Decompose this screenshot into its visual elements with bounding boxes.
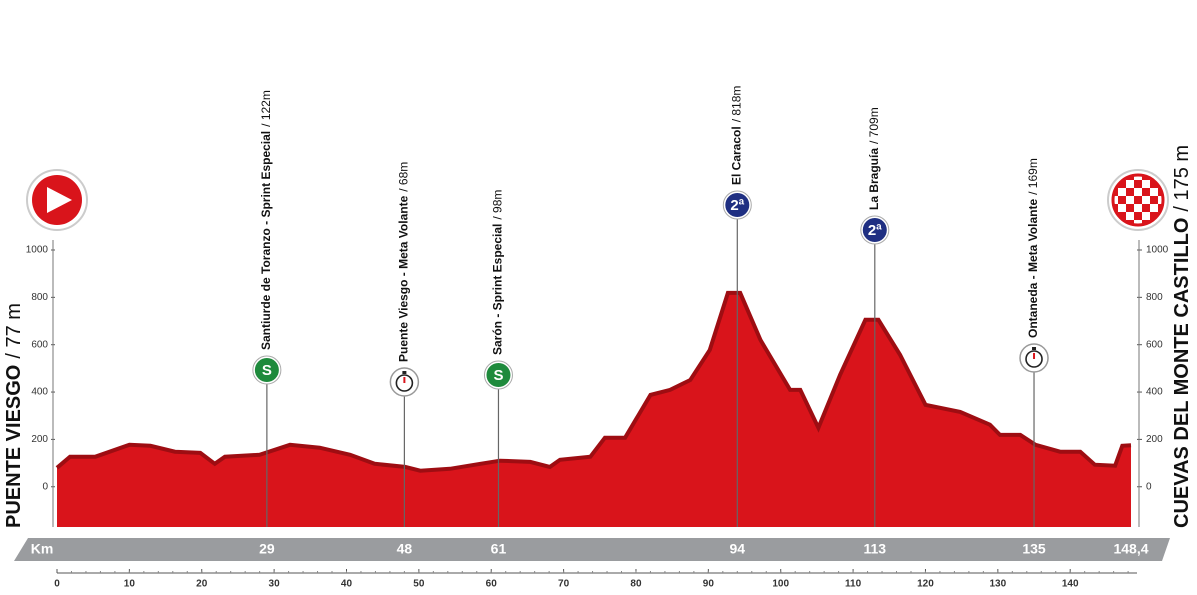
x-tick-label: 30 xyxy=(269,579,281,590)
start-icon xyxy=(26,169,88,231)
x-tick-label: 90 xyxy=(703,579,715,590)
y-tick-label: 800 xyxy=(31,292,48,303)
poi-name: El Caracol xyxy=(729,126,743,185)
finish-elevation: / 175 m xyxy=(1171,145,1193,212)
icon-face xyxy=(862,218,887,242)
poi-label: Sarón - Sprint Especial / 98m xyxy=(491,190,505,355)
x-tick-label: 10 xyxy=(124,579,136,590)
poi-elevation: / 68m xyxy=(397,162,411,192)
y-tick-label: 1000 xyxy=(26,245,49,256)
icon-crown xyxy=(402,371,407,374)
km-bar-label: Km xyxy=(31,541,54,557)
y-tick-label: 0 xyxy=(1146,481,1152,492)
icon-text: 2ª xyxy=(730,197,744,214)
start-name: PUENTE VIESGO xyxy=(3,365,25,528)
y-tick-label: 600 xyxy=(1146,339,1163,350)
poi-name: Ontaneda - Meta Volante xyxy=(1026,199,1040,338)
x-tick-label: 20 xyxy=(196,579,208,590)
poi-name: La Braguía xyxy=(867,148,881,210)
y-tick-label: 1000 xyxy=(1146,245,1169,256)
km-bar-point: 113 xyxy=(864,541,887,557)
poi-label: El Caracol / 818m xyxy=(729,86,743,185)
elevation-area xyxy=(57,292,1131,527)
poi-name: Puente Viesgo - Meta Volante xyxy=(397,195,411,362)
x-tick-label: 40 xyxy=(341,579,353,590)
poi-icon xyxy=(1019,343,1049,373)
poi-label: Santiurde de Toranzo - Sprint Especial / … xyxy=(259,90,273,350)
km-bar-point: 94 xyxy=(730,541,746,557)
poi-name: Santiurde de Toranzo - Sprint Especial xyxy=(259,131,273,350)
x-tick-label: 120 xyxy=(917,579,934,590)
y-tick-label: 400 xyxy=(1146,387,1163,398)
icon-text: 2ª xyxy=(868,222,882,239)
km-bar-point: 48 xyxy=(397,541,413,557)
poi-icon: S xyxy=(252,355,282,385)
icon-face xyxy=(254,358,279,382)
finish-label: CUEVAS DEL MONTE CASTILLO / 175 m xyxy=(1171,145,1193,528)
x-tick-label: 80 xyxy=(630,579,642,590)
x-tick-label: 70 xyxy=(558,579,570,590)
poi-name: Sarón - Sprint Especial xyxy=(491,224,505,355)
y-tick-label: 800 xyxy=(1146,292,1163,303)
poi-label: La Braguía / 709m xyxy=(867,107,881,210)
x-tick-label: 130 xyxy=(989,579,1006,590)
poi-icon xyxy=(389,367,420,397)
icon-crown xyxy=(1032,347,1037,350)
poi-elevation: / 818m xyxy=(729,86,743,123)
poi-icon: 2ª xyxy=(860,215,890,245)
x-tick-label: 140 xyxy=(1062,579,1079,590)
km-bar xyxy=(14,538,1170,561)
km-bar-point: 29 xyxy=(259,541,275,557)
poi-elevation: / 709m xyxy=(867,107,881,144)
poi-label: Ontaneda - Meta Volante / 169m xyxy=(1026,158,1040,338)
y-tick-label: 0 xyxy=(42,481,48,492)
km-bar-point: 61 xyxy=(491,541,507,557)
poi-label: Puente Viesgo - Meta Volante / 68m xyxy=(397,162,411,362)
poi-elevation: / 122m xyxy=(259,90,273,127)
finish-name: CUEVAS DEL MONTE CASTILLO xyxy=(1171,218,1193,528)
icon-text: S xyxy=(262,362,272,379)
poi-elevation: / 98m xyxy=(491,190,505,220)
x-tick-label: 0 xyxy=(54,579,60,590)
y-tick-label: 600 xyxy=(31,339,48,350)
y-tick-label: 200 xyxy=(1146,434,1163,445)
start-label: PUENTE VIESGO / 77 m xyxy=(3,303,25,528)
icon-face xyxy=(725,193,750,217)
x-tick-label: 50 xyxy=(413,579,425,590)
poi-elevation: / 169m xyxy=(1026,158,1040,195)
y-tick-label: 400 xyxy=(31,387,48,398)
poi-icon: 2ª xyxy=(722,190,752,220)
y-tick-label: 200 xyxy=(31,434,48,445)
x-tick-label: 100 xyxy=(772,579,789,590)
elevation-edge xyxy=(55,290,1132,473)
x-tick-label: 60 xyxy=(486,579,498,590)
km-bar-end: 148,4 xyxy=(1113,541,1148,557)
icon-face xyxy=(486,363,511,387)
poi-icon: S xyxy=(483,360,513,390)
finish-icon xyxy=(1107,169,1169,231)
start-elevation: / 77 m xyxy=(3,303,25,359)
icon-text: S xyxy=(493,367,503,384)
x-tick-label: 110 xyxy=(845,579,862,590)
km-bar-point: 135 xyxy=(1022,541,1046,557)
